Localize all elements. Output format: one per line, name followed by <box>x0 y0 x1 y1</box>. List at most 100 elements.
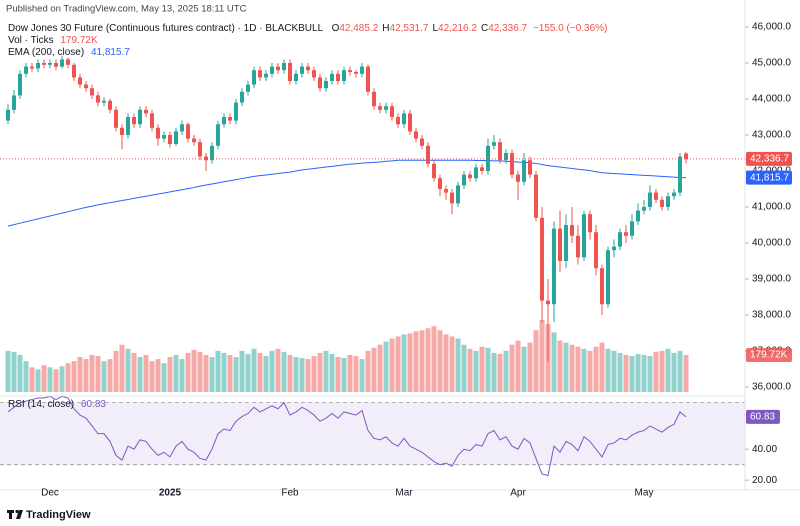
volume-bar <box>443 334 449 392</box>
y-tick-label: 38,000.0 <box>752 310 791 321</box>
volume-bar <box>17 354 23 392</box>
x-tick-label: Dec <box>41 488 59 499</box>
last-price-box <box>746 151 792 166</box>
volume-bar <box>323 350 329 392</box>
ohlc-key: L <box>432 23 438 34</box>
volume-bar <box>521 346 527 392</box>
candle-body <box>438 178 442 189</box>
y-tick-label: 43,000.0 <box>752 130 791 141</box>
volume-bar <box>461 344 467 392</box>
volume-bar <box>503 350 509 392</box>
candle-body <box>288 63 292 81</box>
volume-bar <box>473 350 479 392</box>
volume-bar <box>251 348 257 392</box>
rsi-legend: RSI (14, close) 60.83 <box>8 399 106 410</box>
volume-bar <box>413 331 419 392</box>
candle-body <box>318 77 322 89</box>
volume-value: 179.72K <box>60 35 98 46</box>
logo-mark <box>16 510 23 519</box>
candle-body <box>666 196 670 207</box>
logo-mark <box>9 510 12 519</box>
candle-body <box>24 66 28 74</box>
brand: TradingView <box>26 509 91 521</box>
ohlc-value: 42,485.2 <box>339 23 378 34</box>
volume-bar <box>245 353 251 392</box>
volume-bar <box>95 356 101 392</box>
candle-body <box>480 167 484 171</box>
volume-bar <box>101 361 107 392</box>
volume-bar <box>563 342 569 392</box>
logo-mark <box>15 509 19 514</box>
volume-bar <box>479 346 485 392</box>
volume-bar <box>401 334 407 392</box>
volume-bar <box>23 361 29 392</box>
volume-bar <box>641 354 647 392</box>
volume-bar <box>317 352 323 392</box>
x-tick-label: Apr <box>510 488 526 499</box>
candle-body <box>672 192 676 197</box>
volume-bar <box>179 359 185 392</box>
candle-body <box>30 66 34 69</box>
candle-body <box>252 70 256 85</box>
volume-bar <box>185 352 191 392</box>
volume-bar <box>665 348 671 392</box>
candle-body <box>234 102 238 121</box>
volume-bar <box>485 347 491 392</box>
volume-bar <box>227 354 233 392</box>
y-tick-label: 45,000.0 <box>752 58 791 69</box>
candle-body <box>420 138 424 146</box>
volume-bars <box>5 320 689 392</box>
rsi-name: RSI (14, close) <box>8 399 74 410</box>
published-note: Published on TradingView.com, May 13, 20… <box>6 4 247 15</box>
volume-bar <box>359 359 365 392</box>
volume-bar <box>419 330 425 392</box>
volume-bar <box>581 348 587 392</box>
volume-bar <box>47 367 53 392</box>
candle-body <box>372 91 376 107</box>
brand-logo: TradingView <box>7 509 91 521</box>
candle-body <box>6 109 10 121</box>
plot-area <box>0 55 745 477</box>
candle-body <box>516 174 520 182</box>
candle-body <box>240 91 244 103</box>
volume-bar <box>65 363 71 392</box>
volume-bar <box>53 369 59 392</box>
candle-body <box>108 100 112 110</box>
volume-bar <box>341 358 347 392</box>
candle-body <box>474 167 478 179</box>
volume-bar <box>281 351 287 392</box>
volume-bar <box>269 350 275 392</box>
volume-bar <box>365 350 371 392</box>
candle-body <box>642 207 646 211</box>
volume-bar <box>173 354 179 392</box>
candle-body <box>120 127 124 135</box>
volume-bar <box>203 354 209 392</box>
candle-body <box>414 131 418 139</box>
candle-body <box>312 70 316 78</box>
volume-bar <box>287 354 293 392</box>
volume-bar <box>35 369 41 392</box>
candle-body <box>636 210 640 222</box>
candle-body <box>408 113 412 132</box>
rsi-value: 60.83 <box>81 399 106 410</box>
volume-bar <box>275 348 281 392</box>
y-tick-label: 40,000.0 <box>752 238 791 249</box>
volume-bar <box>383 341 389 392</box>
y-tick-label: 36,000.0 <box>752 382 791 393</box>
candle-body <box>564 225 568 261</box>
candle-body <box>72 64 76 78</box>
volume-bar <box>659 350 665 392</box>
candle-body <box>102 100 106 103</box>
candle-body <box>258 70 262 78</box>
volume-bar <box>77 357 83 392</box>
candle-body <box>510 153 514 175</box>
candle-body <box>174 131 178 144</box>
volume-bar <box>149 361 155 392</box>
candle-body <box>132 117 136 125</box>
candle-body <box>324 81 328 89</box>
volume-label: 179.72K <box>750 350 788 361</box>
candle-body <box>624 232 628 236</box>
volume-bar <box>539 320 545 392</box>
volume-bar <box>515 340 521 392</box>
candle-body <box>600 268 604 305</box>
